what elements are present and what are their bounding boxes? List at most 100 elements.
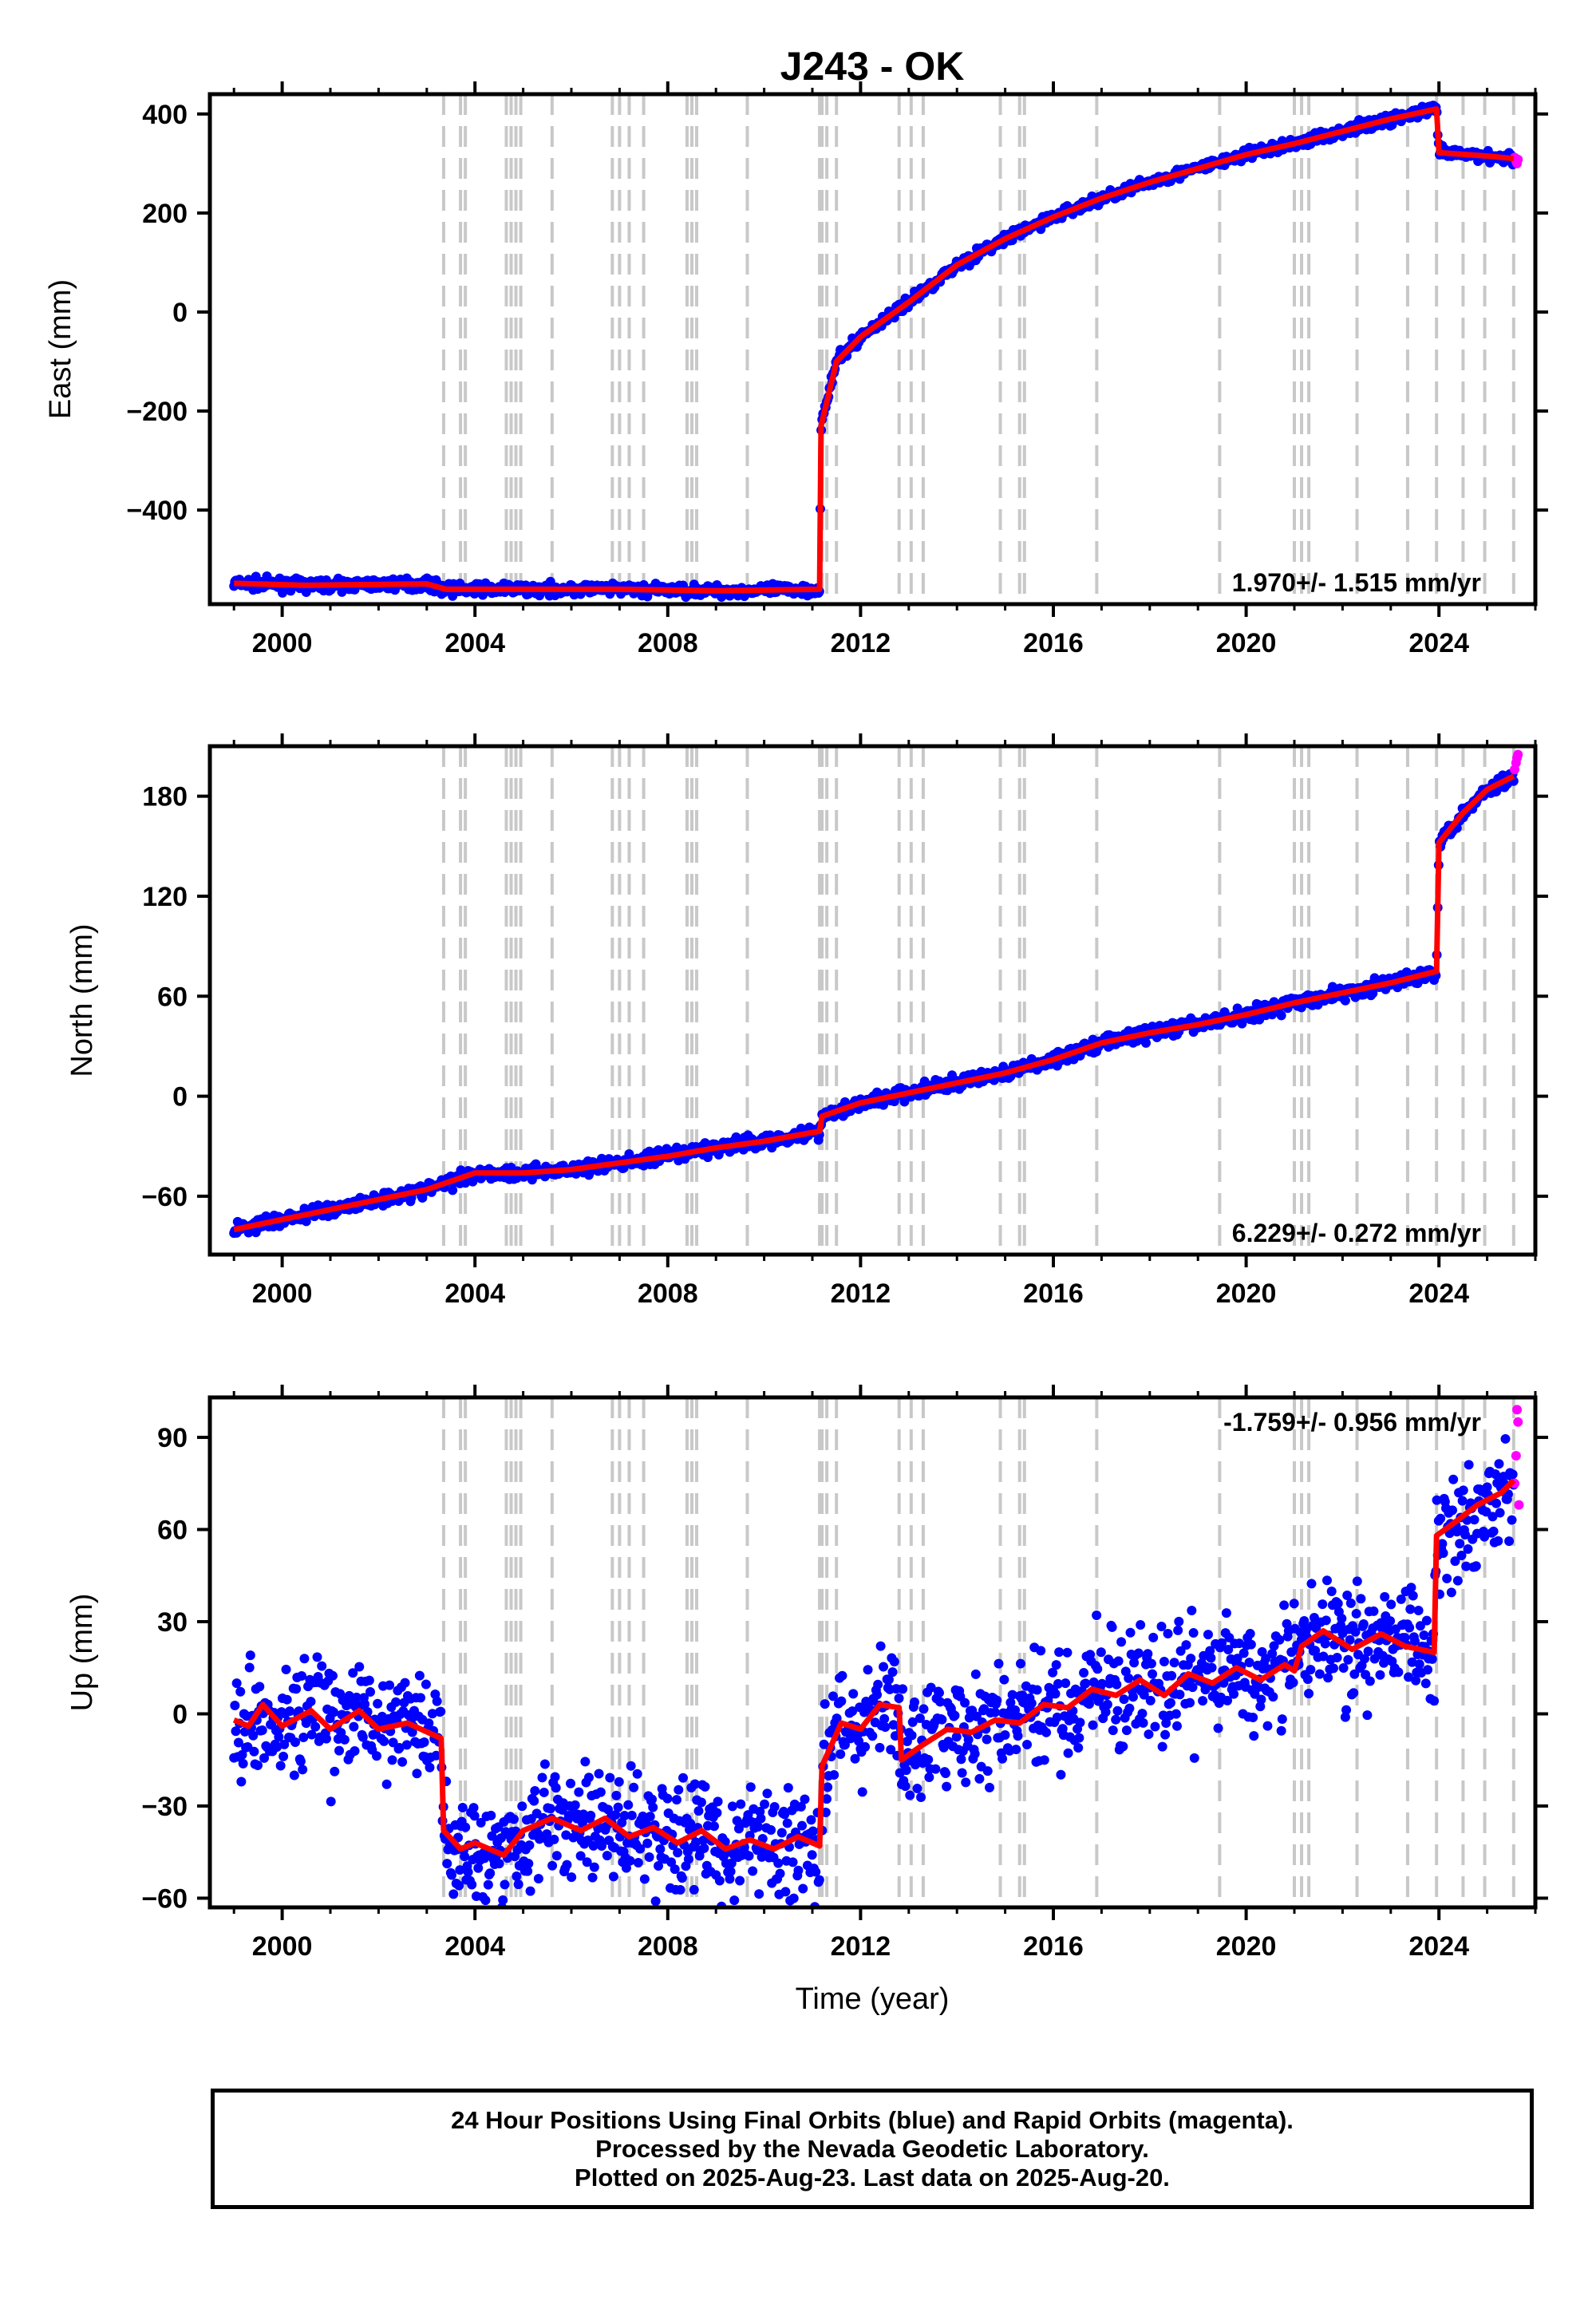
final-point — [582, 1857, 592, 1867]
final-point — [613, 1802, 623, 1812]
final-point — [1362, 1710, 1373, 1721]
final-point — [1358, 1619, 1369, 1630]
final-point — [629, 1782, 639, 1792]
final-point — [253, 1761, 263, 1771]
final-point — [1491, 1498, 1502, 1508]
final-point — [982, 1766, 993, 1777]
final-point — [1458, 1485, 1468, 1496]
final-point — [547, 1860, 558, 1871]
final-point — [1274, 1634, 1285, 1645]
final-point — [523, 1866, 533, 1876]
y-tick-label: 60 — [157, 982, 188, 1012]
y-tick-label: −400 — [126, 496, 188, 526]
final-point — [473, 1863, 484, 1873]
final-point — [1461, 1561, 1472, 1571]
final-point — [714, 1875, 725, 1886]
final-point — [1482, 1482, 1492, 1492]
final-point — [610, 1810, 621, 1820]
final-point — [469, 1811, 480, 1821]
final-point — [327, 1670, 338, 1681]
velocity-rate-label: 1.970+/- 1.515 mm/yr — [1232, 568, 1481, 597]
final-point — [230, 1700, 240, 1710]
final-point — [821, 1794, 832, 1804]
final-point — [1457, 1496, 1468, 1506]
final-point — [713, 1796, 723, 1807]
rapid-points — [1510, 152, 1523, 168]
final-point — [517, 1801, 527, 1812]
final-point — [306, 1729, 317, 1740]
final-point — [689, 1779, 700, 1789]
final-point — [992, 1695, 1002, 1705]
final-point — [1161, 1718, 1171, 1729]
panel-1: 2000 2004 2008 2012 2016 2020 2024 −400 −200 0 200… — [44, 81, 1548, 658]
final-point — [1450, 1556, 1460, 1567]
final-point — [1321, 1575, 1332, 1586]
final-point — [654, 1860, 664, 1871]
final-point — [1414, 1659, 1424, 1670]
plot-frame — [207, 92, 1538, 607]
final-point — [394, 1743, 405, 1753]
final-point — [1289, 1599, 1299, 1609]
final-point — [1345, 1598, 1356, 1608]
caption-line-1: 24 Hour Positions Using Final Orbits (bl… — [451, 2106, 1294, 2134]
final-point — [1318, 1651, 1329, 1662]
final-point — [1419, 1630, 1429, 1640]
final-point — [455, 1865, 465, 1875]
final-point — [1267, 1649, 1278, 1659]
final-point — [725, 1866, 736, 1876]
final-point — [1349, 1669, 1360, 1679]
y-tick-label: −30 — [141, 1792, 188, 1822]
y-tick-label: 0 — [172, 1699, 188, 1729]
final-point — [310, 1721, 321, 1732]
final-point — [1137, 1709, 1148, 1719]
final-point — [279, 1739, 290, 1749]
final-point — [237, 1749, 247, 1760]
final-point — [1420, 1678, 1431, 1689]
final-point — [907, 1730, 917, 1741]
final-point — [545, 1804, 555, 1814]
final-point — [248, 1730, 259, 1741]
x-tick-label: 2016 — [1023, 1931, 1084, 1962]
final-point — [621, 1863, 631, 1873]
final-point — [782, 1818, 792, 1828]
final-point — [1206, 1653, 1216, 1663]
final-point — [811, 1867, 821, 1877]
final-point — [349, 1721, 359, 1732]
final-point — [1061, 1678, 1071, 1689]
velocity-rate-label: -1.759+/- 0.956 mm/yr — [1223, 1408, 1481, 1437]
final-point — [1452, 1575, 1463, 1586]
final-point — [990, 1707, 1000, 1717]
final-point — [589, 1862, 599, 1872]
final-point — [549, 1834, 559, 1844]
final-point — [867, 1731, 878, 1741]
final-point — [1169, 1658, 1179, 1668]
final-point — [388, 1737, 398, 1748]
final-point — [642, 1838, 653, 1848]
final-point — [1365, 1676, 1375, 1686]
final-point — [691, 1837, 701, 1848]
final-point — [1187, 1606, 1197, 1616]
final-point — [358, 1732, 368, 1742]
final-point — [1048, 1667, 1058, 1678]
final-point — [1107, 1622, 1117, 1632]
final-point — [1262, 1721, 1273, 1731]
final-point — [1386, 1599, 1396, 1610]
final-point — [385, 1680, 395, 1690]
final-point — [828, 1691, 839, 1701]
final-point — [760, 1799, 770, 1809]
final-point — [1333, 1599, 1343, 1609]
final-point — [550, 1772, 560, 1782]
final-point — [854, 1736, 864, 1746]
final-point — [1276, 1725, 1286, 1736]
final-point — [1352, 1576, 1362, 1587]
final-point — [756, 1813, 766, 1824]
final-point — [823, 1782, 833, 1792]
final-point — [1438, 1548, 1448, 1559]
final-point — [1116, 1637, 1127, 1647]
final-point — [1338, 1662, 1349, 1673]
final-point — [894, 1693, 904, 1703]
final-point — [442, 1859, 452, 1869]
final-point — [281, 1664, 291, 1674]
final-point — [436, 1706, 446, 1717]
final-point — [1088, 1720, 1098, 1730]
